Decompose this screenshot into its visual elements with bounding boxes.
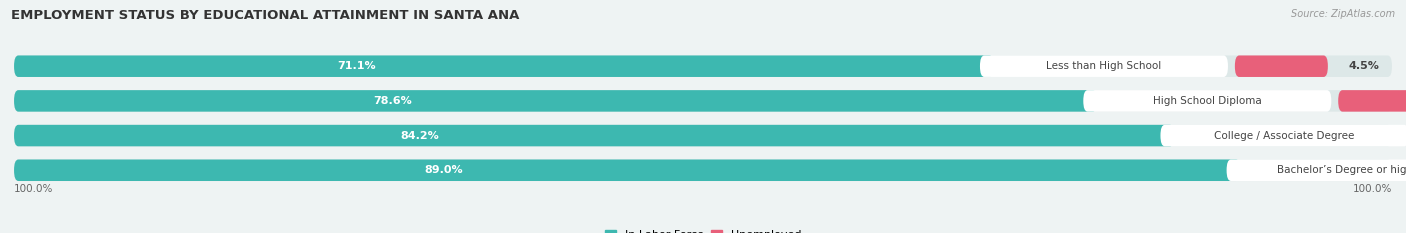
- Text: Less than High School: Less than High School: [1046, 61, 1161, 71]
- Text: Bachelor’s Degree or higher: Bachelor’s Degree or higher: [1277, 165, 1406, 175]
- Text: EMPLOYMENT STATUS BY EDUCATIONAL ATTAINMENT IN SANTA ANA: EMPLOYMENT STATUS BY EDUCATIONAL ATTAINM…: [11, 9, 520, 22]
- FancyBboxPatch shape: [1083, 90, 1331, 112]
- Text: 100.0%: 100.0%: [14, 185, 53, 195]
- FancyBboxPatch shape: [1160, 125, 1406, 146]
- FancyBboxPatch shape: [14, 90, 1392, 112]
- Text: High School Diploma: High School Diploma: [1153, 96, 1261, 106]
- FancyBboxPatch shape: [14, 160, 1392, 181]
- FancyBboxPatch shape: [1234, 55, 1327, 77]
- FancyBboxPatch shape: [1339, 90, 1406, 112]
- FancyBboxPatch shape: [14, 125, 1392, 146]
- Text: Source: ZipAtlas.com: Source: ZipAtlas.com: [1291, 9, 1395, 19]
- Text: College / Associate Degree: College / Associate Degree: [1215, 130, 1354, 140]
- FancyBboxPatch shape: [14, 55, 1392, 77]
- FancyBboxPatch shape: [14, 125, 1174, 146]
- FancyBboxPatch shape: [1226, 160, 1406, 181]
- Text: 71.1%: 71.1%: [337, 61, 377, 71]
- Text: 100.0%: 100.0%: [1353, 185, 1392, 195]
- Text: 89.0%: 89.0%: [425, 165, 463, 175]
- FancyBboxPatch shape: [14, 90, 1097, 112]
- Text: 84.2%: 84.2%: [401, 130, 440, 140]
- FancyBboxPatch shape: [14, 160, 1240, 181]
- Text: 78.6%: 78.6%: [374, 96, 412, 106]
- FancyBboxPatch shape: [980, 55, 1227, 77]
- Legend: In Labor Force, Unemployed: In Labor Force, Unemployed: [603, 227, 803, 233]
- FancyBboxPatch shape: [14, 55, 994, 77]
- Text: 4.5%: 4.5%: [1348, 61, 1379, 71]
